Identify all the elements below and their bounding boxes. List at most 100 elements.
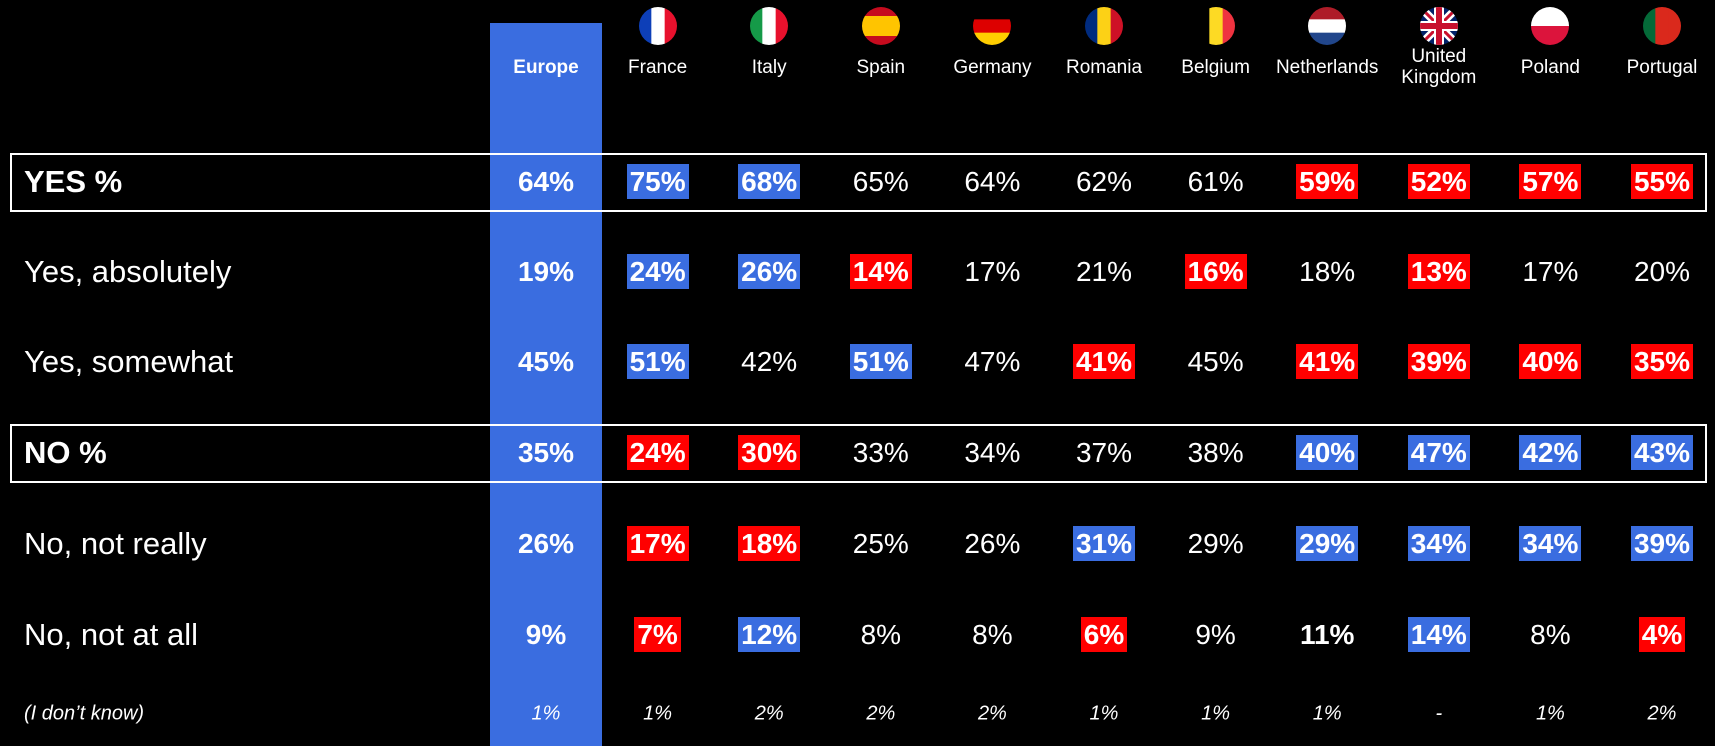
cell: 1% xyxy=(491,703,601,726)
cell: 65% xyxy=(826,166,936,198)
cell-value: 41% xyxy=(1072,344,1136,379)
cell: 35% xyxy=(1607,344,1715,379)
cell-value: 40% xyxy=(1519,344,1582,379)
cell-value: 18% xyxy=(1299,256,1356,287)
cell: 1% xyxy=(1161,703,1271,726)
cell-value: 29% xyxy=(1296,526,1359,561)
cell: 45% xyxy=(491,346,601,378)
cell: 30% xyxy=(714,435,824,470)
cell: 4% xyxy=(1607,617,1715,652)
cell-value: 37% xyxy=(1075,437,1133,468)
flag-icon xyxy=(750,7,789,45)
cell: 14% xyxy=(826,254,936,289)
column-header: Belgium xyxy=(1181,56,1250,78)
flag-icon xyxy=(1643,7,1681,45)
cell-value: - xyxy=(1435,702,1443,725)
cell-value: 9% xyxy=(1195,619,1236,650)
cell-value: 51% xyxy=(849,344,912,379)
cell: 18% xyxy=(1272,256,1382,288)
cell-value: 59% xyxy=(1296,164,1359,199)
cell: 51% xyxy=(826,344,936,379)
flag-icon xyxy=(1085,7,1123,45)
cell: 40% xyxy=(1495,344,1605,379)
cell-value: 43% xyxy=(1630,435,1694,470)
cell: 11% xyxy=(1272,619,1382,651)
cell: 1% xyxy=(1272,703,1382,726)
cell-value: 14% xyxy=(1407,617,1470,652)
flag-icon xyxy=(638,7,677,45)
row-label: No, not really xyxy=(24,526,207,561)
row-box xyxy=(10,153,1707,212)
cell: 47% xyxy=(937,346,1047,378)
cell: 26% xyxy=(714,254,824,289)
column-header: Europe xyxy=(513,56,579,78)
row-label: (I don’t know) xyxy=(24,702,145,725)
cell-value: 65% xyxy=(852,166,909,197)
cell-value: 1% xyxy=(643,702,673,725)
cell: 13% xyxy=(1384,254,1494,289)
flag-icon xyxy=(973,7,1012,45)
cell: - xyxy=(1384,703,1494,726)
cell: 24% xyxy=(603,254,713,289)
cell: 42% xyxy=(1495,435,1605,470)
cell: 7% xyxy=(603,617,713,652)
cell: 64% xyxy=(491,166,601,198)
cell-value: 34% xyxy=(1519,526,1582,561)
cell: 31% xyxy=(1049,526,1159,561)
flag-icon xyxy=(1308,7,1347,45)
row-label: No, not at all xyxy=(24,617,199,652)
cell-value: 24% xyxy=(626,254,689,289)
cell-value: 30% xyxy=(738,435,801,470)
flag-icon xyxy=(861,7,900,45)
column-header: Poland xyxy=(1520,56,1580,78)
cell-value: 6% xyxy=(1080,617,1128,652)
cell: 39% xyxy=(1384,344,1494,379)
cell-value: 17% xyxy=(1522,256,1579,287)
cell: 1% xyxy=(1049,703,1159,726)
cell: 39% xyxy=(1607,526,1715,561)
cell-value: 34% xyxy=(1407,526,1470,561)
column-header: Portugal xyxy=(1626,56,1698,78)
cell-value: 45% xyxy=(517,346,575,377)
cell-value: 47% xyxy=(964,346,1021,377)
cell: 26% xyxy=(491,528,601,560)
cell-value: 68% xyxy=(738,164,801,199)
cell: 42% xyxy=(714,346,824,378)
cell: 37% xyxy=(1049,437,1159,469)
cell-value: 61% xyxy=(1187,166,1244,197)
cell: 29% xyxy=(1161,528,1271,560)
cell: 17% xyxy=(1495,256,1605,288)
row-box xyxy=(10,424,1707,483)
cell: 1% xyxy=(1495,703,1605,726)
cell-value: 39% xyxy=(1630,526,1694,561)
cell-value: 39% xyxy=(1407,344,1470,379)
cell-value: 25% xyxy=(852,528,909,559)
cell-value: 2% xyxy=(977,702,1007,725)
cell: 75% xyxy=(603,164,713,199)
cell: 64% xyxy=(937,166,1047,198)
cell-value: 20% xyxy=(1633,256,1691,287)
cell: 57% xyxy=(1495,164,1605,199)
cell-value: 57% xyxy=(1519,164,1582,199)
cell: 68% xyxy=(714,164,824,199)
cell: 16% xyxy=(1161,254,1271,289)
cell: 17% xyxy=(603,526,713,561)
cell: 12% xyxy=(714,617,824,652)
cell: 17% xyxy=(937,256,1047,288)
cell: 34% xyxy=(937,437,1047,469)
cell: 1% xyxy=(603,703,713,726)
cell: 25% xyxy=(826,528,936,560)
cell: 40% xyxy=(1272,435,1382,470)
cell-value: 19% xyxy=(517,256,575,287)
column-header: Germany xyxy=(953,56,1032,78)
cell: 2% xyxy=(826,703,936,726)
cell-value: 29% xyxy=(1187,528,1244,559)
cell: 34% xyxy=(1384,526,1494,561)
cell: 41% xyxy=(1272,344,1382,379)
cell-value: 51% xyxy=(626,344,689,379)
column-highlight xyxy=(490,23,602,746)
cell: 38% xyxy=(1161,437,1271,469)
cell-value: 17% xyxy=(964,256,1021,287)
cell: 2% xyxy=(714,703,824,726)
